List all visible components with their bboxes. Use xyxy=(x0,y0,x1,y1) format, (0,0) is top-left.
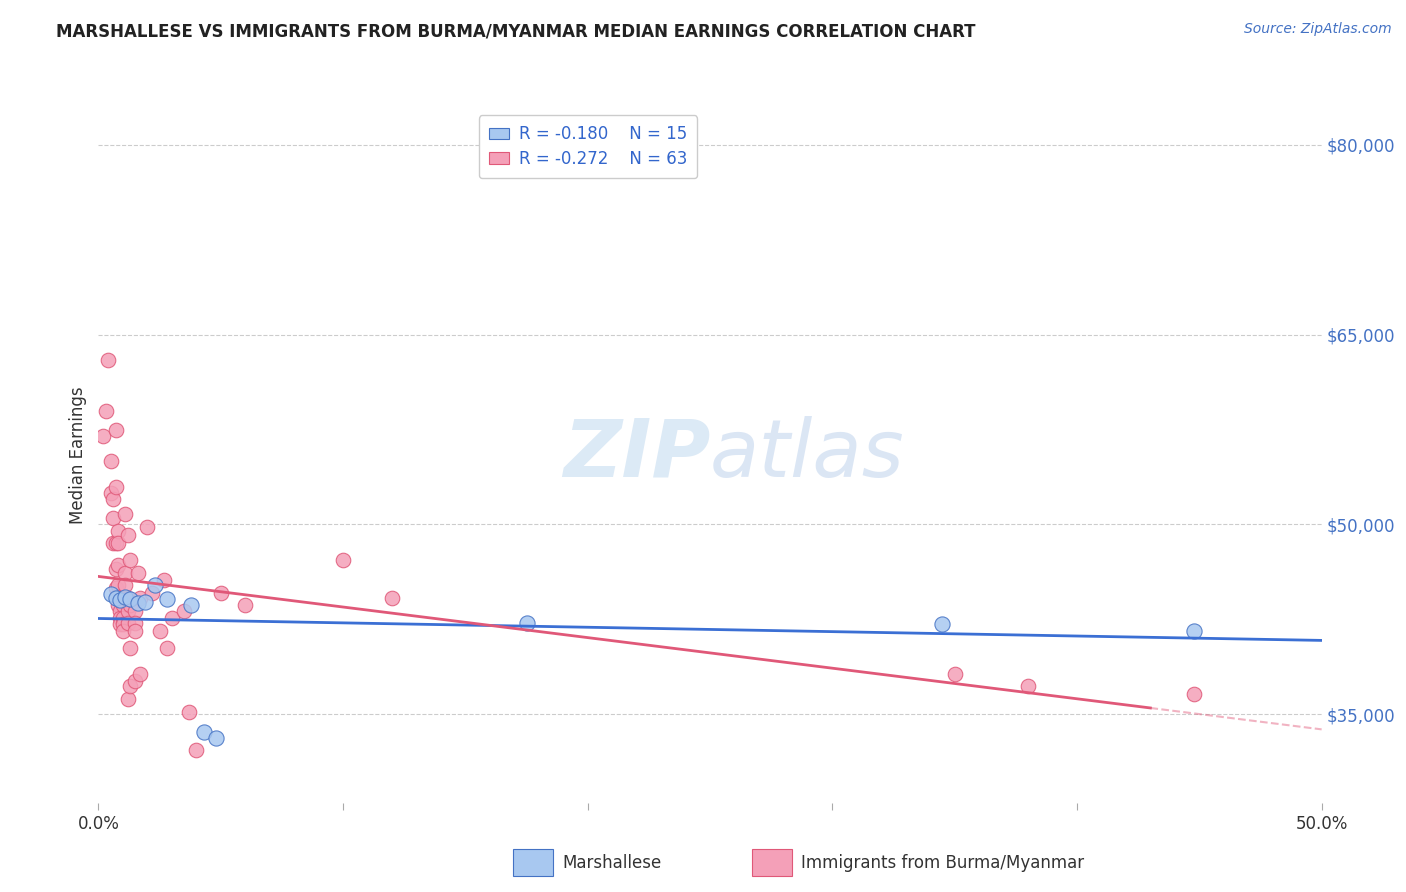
Point xyxy=(156,641,179,656)
Point xyxy=(120,641,142,656)
Point xyxy=(110,611,132,625)
Point xyxy=(129,591,152,605)
Point xyxy=(107,524,129,538)
Point xyxy=(120,553,142,567)
Point xyxy=(104,479,127,493)
Point xyxy=(127,596,149,610)
Point xyxy=(515,616,537,631)
Point xyxy=(111,617,134,632)
Point xyxy=(100,454,122,468)
Point xyxy=(127,566,149,580)
Point xyxy=(186,742,208,756)
Point xyxy=(124,674,146,689)
Legend: R = -0.180    N = 15, R = -0.272    N = 63: R = -0.180 N = 15, R = -0.272 N = 63 xyxy=(478,115,697,178)
Point xyxy=(114,508,136,522)
Point xyxy=(124,624,146,638)
Point xyxy=(149,624,172,638)
Point xyxy=(107,590,129,604)
Text: MARSHALLESE VS IMMIGRANTS FROM BURMA/MYANMAR MEDIAN EARNINGS CORRELATION CHART: MARSHALLESE VS IMMIGRANTS FROM BURMA/MYA… xyxy=(56,22,976,40)
Point xyxy=(134,595,156,609)
Point xyxy=(1017,680,1039,694)
Point xyxy=(143,578,166,592)
Text: atlas: atlas xyxy=(710,416,905,494)
Point xyxy=(332,553,354,567)
Point xyxy=(107,536,129,550)
Point xyxy=(120,680,142,694)
Point xyxy=(931,617,953,632)
Point xyxy=(153,573,176,587)
Point xyxy=(124,603,146,617)
Point xyxy=(117,692,139,706)
Text: Source: ZipAtlas.com: Source: ZipAtlas.com xyxy=(1244,22,1392,37)
Point xyxy=(104,562,127,576)
Point xyxy=(160,611,183,625)
Point xyxy=(97,353,120,368)
Point xyxy=(101,492,124,507)
Point xyxy=(117,527,139,541)
Point xyxy=(156,592,179,607)
Point xyxy=(114,590,136,604)
Point xyxy=(110,617,132,632)
Point xyxy=(104,536,127,550)
Point xyxy=(1184,687,1206,701)
Point xyxy=(101,511,124,525)
Point xyxy=(381,591,404,605)
Point xyxy=(110,603,132,617)
Point xyxy=(100,486,122,500)
Point xyxy=(1184,624,1206,638)
Point xyxy=(111,624,134,638)
Point xyxy=(180,599,202,613)
Text: ZIP: ZIP xyxy=(562,416,710,494)
Point xyxy=(120,592,142,607)
Point xyxy=(111,591,134,605)
Point xyxy=(110,593,132,607)
Point xyxy=(117,591,139,605)
Y-axis label: Median Earnings: Median Earnings xyxy=(69,386,87,524)
Point xyxy=(173,603,195,617)
Point xyxy=(100,587,122,601)
Text: Immigrants from Burma/Myanmar: Immigrants from Burma/Myanmar xyxy=(801,854,1084,871)
Point xyxy=(114,566,136,580)
Point xyxy=(101,536,124,550)
Point xyxy=(91,429,114,443)
Point xyxy=(209,586,232,600)
Point xyxy=(104,423,127,437)
Point xyxy=(120,599,142,613)
Point xyxy=(205,731,228,746)
Point xyxy=(107,599,129,613)
Point xyxy=(943,666,966,681)
Point xyxy=(136,520,159,534)
Point xyxy=(117,616,139,631)
Point xyxy=(177,705,200,719)
Text: Marshallese: Marshallese xyxy=(562,854,662,871)
Point xyxy=(193,725,215,739)
Point xyxy=(107,578,129,592)
Point xyxy=(114,591,136,605)
Point xyxy=(114,578,136,592)
Point xyxy=(104,581,127,595)
Point xyxy=(124,616,146,631)
Point xyxy=(129,666,152,681)
Point xyxy=(94,403,117,417)
Point xyxy=(111,611,134,625)
Point xyxy=(107,558,129,572)
Point xyxy=(117,603,139,617)
Point xyxy=(233,599,256,613)
Point xyxy=(111,599,134,613)
Point xyxy=(141,586,163,600)
Point xyxy=(104,591,127,605)
